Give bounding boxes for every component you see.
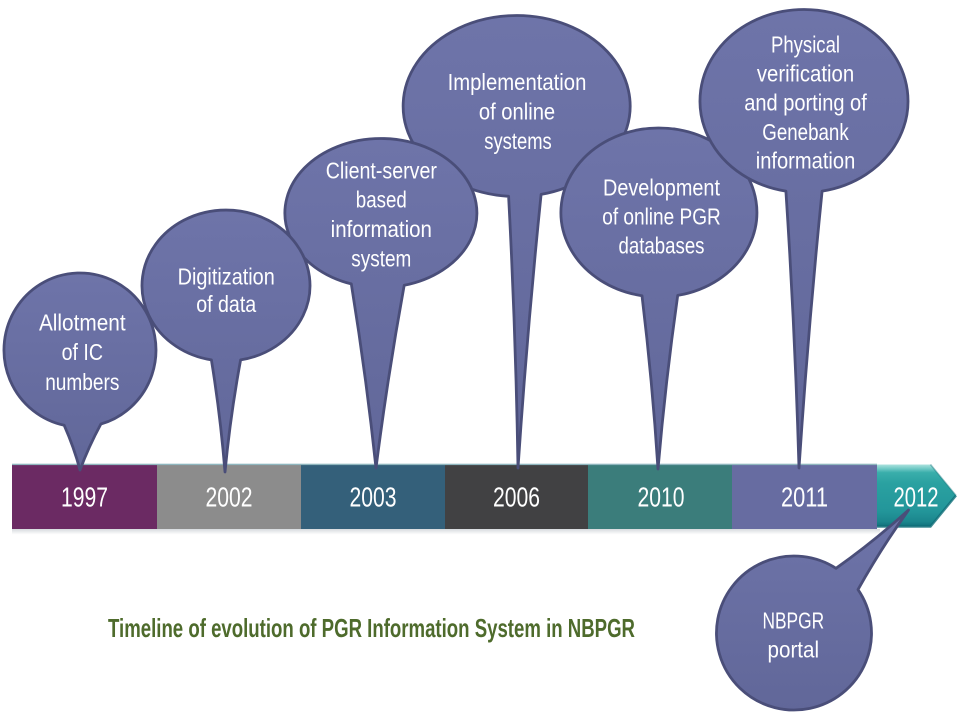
svg-text:system: system (351, 245, 411, 271)
svg-text:2010: 2010 (638, 481, 685, 512)
svg-text:of data: of data (196, 291, 257, 317)
svg-text:databases: databases (619, 233, 705, 259)
svg-text:NBPGR: NBPGR (762, 608, 824, 634)
svg-text:of online PGR: of online PGR (602, 204, 721, 230)
svg-text:of online: of online (479, 99, 555, 125)
svg-text:Development: Development (603, 175, 720, 201)
svg-text:of IC: of IC (62, 339, 103, 365)
svg-text:2006: 2006 (493, 481, 540, 512)
svg-text:Timeline of evolution of PGR I: Timeline of evolution of PGR Information… (108, 613, 635, 643)
svg-text:systems: systems (484, 128, 552, 154)
svg-text:1997: 1997 (61, 481, 108, 512)
svg-text:Client-server: Client-server (326, 158, 437, 184)
svg-text:Digitization: Digitization (178, 263, 275, 289)
svg-text:information: information (331, 216, 432, 242)
svg-text:2002: 2002 (206, 481, 253, 512)
svg-text:numbers: numbers (45, 369, 119, 395)
svg-text:and porting of: and porting of (744, 89, 867, 115)
svg-text:2011: 2011 (781, 481, 828, 512)
svg-text:2003: 2003 (350, 481, 397, 512)
svg-text:portal: portal (768, 637, 820, 663)
svg-text:Implementation: Implementation (448, 69, 587, 95)
svg-text:verification: verification (757, 60, 854, 86)
svg-text:Physical: Physical (771, 31, 840, 57)
svg-text:Genebank: Genebank (762, 119, 849, 145)
svg-text:information: information (756, 147, 856, 173)
svg-text:2012: 2012 (894, 481, 939, 512)
svg-text:Allotment: Allotment (39, 310, 126, 336)
svg-text:based: based (356, 187, 407, 213)
